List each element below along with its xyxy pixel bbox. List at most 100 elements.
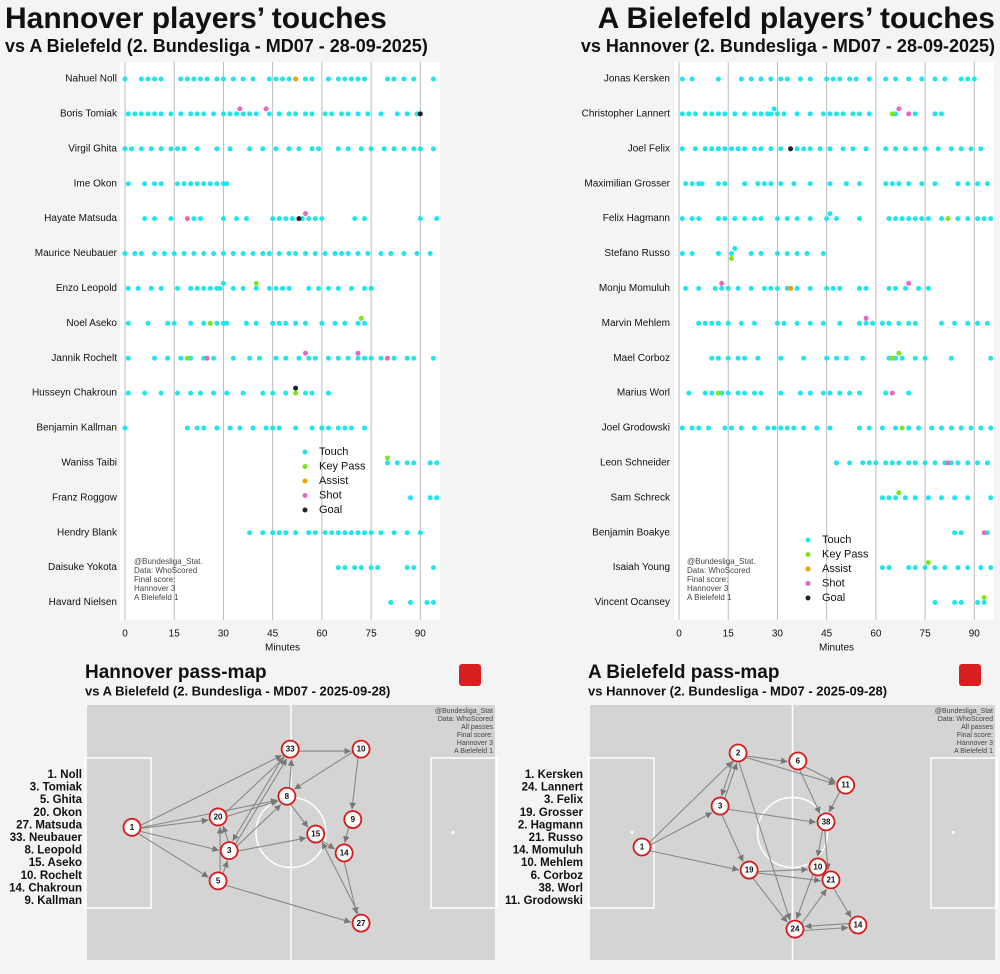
touch-dot (293, 426, 298, 431)
touch-dot (680, 77, 685, 82)
touch-dot (680, 111, 685, 116)
touch-dot (228, 146, 233, 151)
touch-dot (969, 146, 974, 151)
touch-dot (831, 286, 836, 291)
legend-marker (303, 450, 308, 455)
touch-dot (159, 391, 164, 396)
touch-dot (342, 530, 347, 535)
touch-dot (405, 356, 410, 361)
touch-dot (795, 111, 800, 116)
touch-dot (775, 111, 780, 116)
touch-dot (680, 251, 685, 256)
touch-dot (916, 286, 921, 291)
touch-dot (172, 321, 177, 326)
touch-dot (906, 181, 911, 186)
touch-dot (405, 530, 410, 535)
touch-dot (959, 146, 964, 151)
touch-dot (988, 426, 993, 431)
touch-dot (283, 356, 288, 361)
touch-dot (431, 77, 436, 82)
touch-dot (214, 181, 219, 186)
touch-dot (890, 391, 895, 396)
touch-dot (205, 77, 210, 82)
touch-dot (326, 286, 331, 291)
touch-dot (388, 251, 393, 256)
touch-dot (759, 216, 764, 221)
touch-dot (736, 146, 741, 151)
touch-dot (319, 426, 324, 431)
touch-dot (139, 251, 144, 256)
touch-dot (349, 530, 354, 535)
touch-dot (795, 251, 800, 256)
touch-dot (765, 426, 770, 431)
touch-dot (709, 321, 714, 326)
touch-dot (887, 216, 892, 221)
touch-dot (893, 146, 898, 151)
touch-dot (405, 460, 410, 465)
touch-dot (759, 146, 764, 151)
touch-dot (162, 251, 167, 256)
touch-dot (785, 216, 790, 221)
node-label: 1 (640, 843, 645, 852)
touch-dot (913, 565, 918, 570)
touch-dot (978, 146, 983, 151)
touch-dot (145, 321, 150, 326)
touch-dot (129, 146, 134, 151)
node-label: 3 (718, 802, 723, 811)
touch-dot (221, 77, 226, 82)
touch-dot (123, 77, 128, 82)
touch-dot (827, 211, 832, 216)
touch-dot (208, 321, 213, 326)
touch-dot (336, 565, 341, 570)
roster-entry: 8. Leopold (25, 845, 83, 857)
touch-dot (293, 251, 298, 256)
x-axis-label: Minutes (819, 643, 854, 654)
touch-dot (739, 321, 744, 326)
touch-dot (778, 181, 783, 186)
touch-dot (785, 251, 790, 256)
touch-dot (260, 391, 265, 396)
touch-dot (821, 391, 826, 396)
touch-dot (228, 426, 233, 431)
legend-label: Goal (319, 504, 342, 516)
touch-dot (280, 286, 285, 291)
touch-dot (244, 216, 249, 221)
touch-dot (883, 146, 888, 151)
touch-dot (303, 211, 308, 216)
node-label: 8 (285, 792, 290, 801)
touch-dot (378, 356, 383, 361)
touch-dot (293, 111, 298, 116)
touch-dot (703, 111, 708, 116)
source-note: All passes (461, 724, 493, 731)
source-note: A Bielefeld 1 (954, 748, 993, 755)
touch-dot (975, 460, 980, 465)
touch-dot (188, 321, 193, 326)
touch-dot (827, 181, 832, 186)
x-tick-label: 60 (870, 629, 882, 640)
touch-dot (355, 356, 360, 361)
touch-dot (159, 146, 164, 151)
touch-dot (267, 251, 272, 256)
touch-dot (768, 77, 773, 82)
touch-dot (982, 600, 987, 605)
touch-dot (703, 146, 708, 151)
touch-dot (801, 146, 806, 151)
source-note: @Bundesliga_Stat. (134, 557, 203, 566)
touch-dot (198, 391, 203, 396)
touch-dot (880, 565, 885, 570)
touch-dot (349, 77, 354, 82)
touch-dot (218, 286, 223, 291)
player-name: Leon Schneider (600, 458, 671, 469)
touch-dot (729, 251, 734, 256)
touch-dot (264, 106, 269, 111)
touch-dot (778, 356, 783, 361)
touch-dot (336, 146, 341, 151)
source-note: Hannover 3 (687, 584, 729, 593)
touch-dot (906, 460, 911, 465)
source-note: A Bielefeld 1 (134, 593, 179, 602)
touch-dot (778, 426, 783, 431)
touch-dot (267, 111, 272, 116)
touch-dot (270, 216, 275, 221)
touch-dot (342, 321, 347, 326)
touch-dot (191, 77, 196, 82)
